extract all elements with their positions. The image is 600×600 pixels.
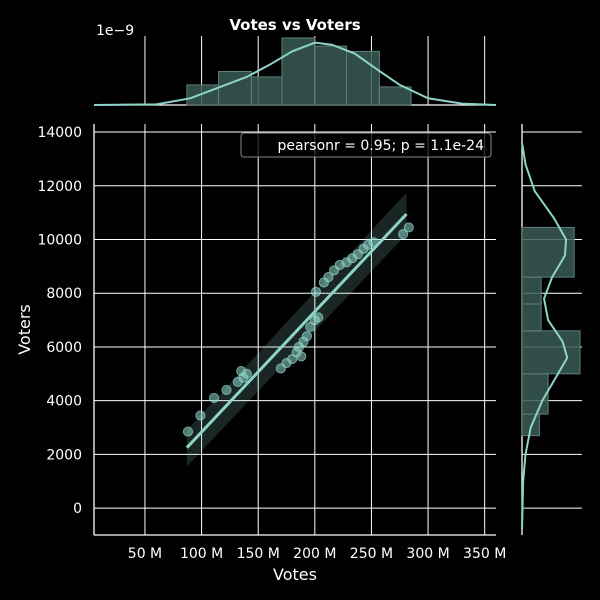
top-histogram-bar <box>314 45 348 106</box>
right-histogram-bar <box>521 330 581 375</box>
right-histogram-bar <box>521 226 575 278</box>
right-histogram-bar <box>521 276 542 305</box>
y-tick-label: 6000 <box>46 340 82 356</box>
y-tick-label: 4000 <box>46 394 82 410</box>
right-histogram-bar <box>521 373 549 415</box>
top-histogram-bar <box>186 84 220 106</box>
x-tick-label: 100 M <box>180 546 223 562</box>
chart-title: Votes vs Voters <box>229 16 360 34</box>
scatter-point <box>310 286 322 297</box>
x-tick-label: 150 M <box>237 546 280 562</box>
top-histogram-bar <box>378 86 412 106</box>
y-tick-label: 10000 <box>37 233 82 249</box>
right-kde-curve <box>521 142 569 530</box>
scatter-point <box>313 312 324 323</box>
x-tick-label: 350 M <box>463 546 506 562</box>
x-tick-label: 250 M <box>350 546 393 562</box>
right-histogram-bar <box>521 303 542 332</box>
legend-box <box>240 132 492 158</box>
scatter-point <box>182 426 194 437</box>
scatter-point <box>221 384 232 396</box>
scatter-point <box>323 272 334 283</box>
x-tick-label: 50 M <box>128 546 162 562</box>
scatter-point <box>301 331 312 342</box>
y-axis-label: Voters <box>15 304 34 355</box>
legend-annotation: pearsonr = 0.95; p = 1.1e-24 <box>277 138 484 154</box>
scatter-point <box>195 410 206 421</box>
y-tick-label: 2000 <box>46 447 82 463</box>
y-tick-label: 14000 <box>37 125 82 141</box>
y-tick-label: 8000 <box>46 286 82 302</box>
top-kde-curve <box>93 41 497 106</box>
x-tick-label: 300 M <box>406 546 449 562</box>
y-tick-label: 0 <box>73 501 82 517</box>
scatter-point <box>208 392 220 404</box>
regression-line <box>185 212 408 449</box>
scatter-point <box>403 222 414 233</box>
top-histogram-bar <box>250 76 283 106</box>
y-tick-label: 12000 <box>37 179 82 195</box>
scatter-point <box>241 368 252 379</box>
top-marginal-offset-label: 1e−9 <box>96 23 134 39</box>
x-axis-label: Votes <box>273 565 317 584</box>
scatter-point <box>398 229 409 240</box>
x-tick-label: 200 M <box>293 546 336 562</box>
scatter-point <box>296 351 307 362</box>
